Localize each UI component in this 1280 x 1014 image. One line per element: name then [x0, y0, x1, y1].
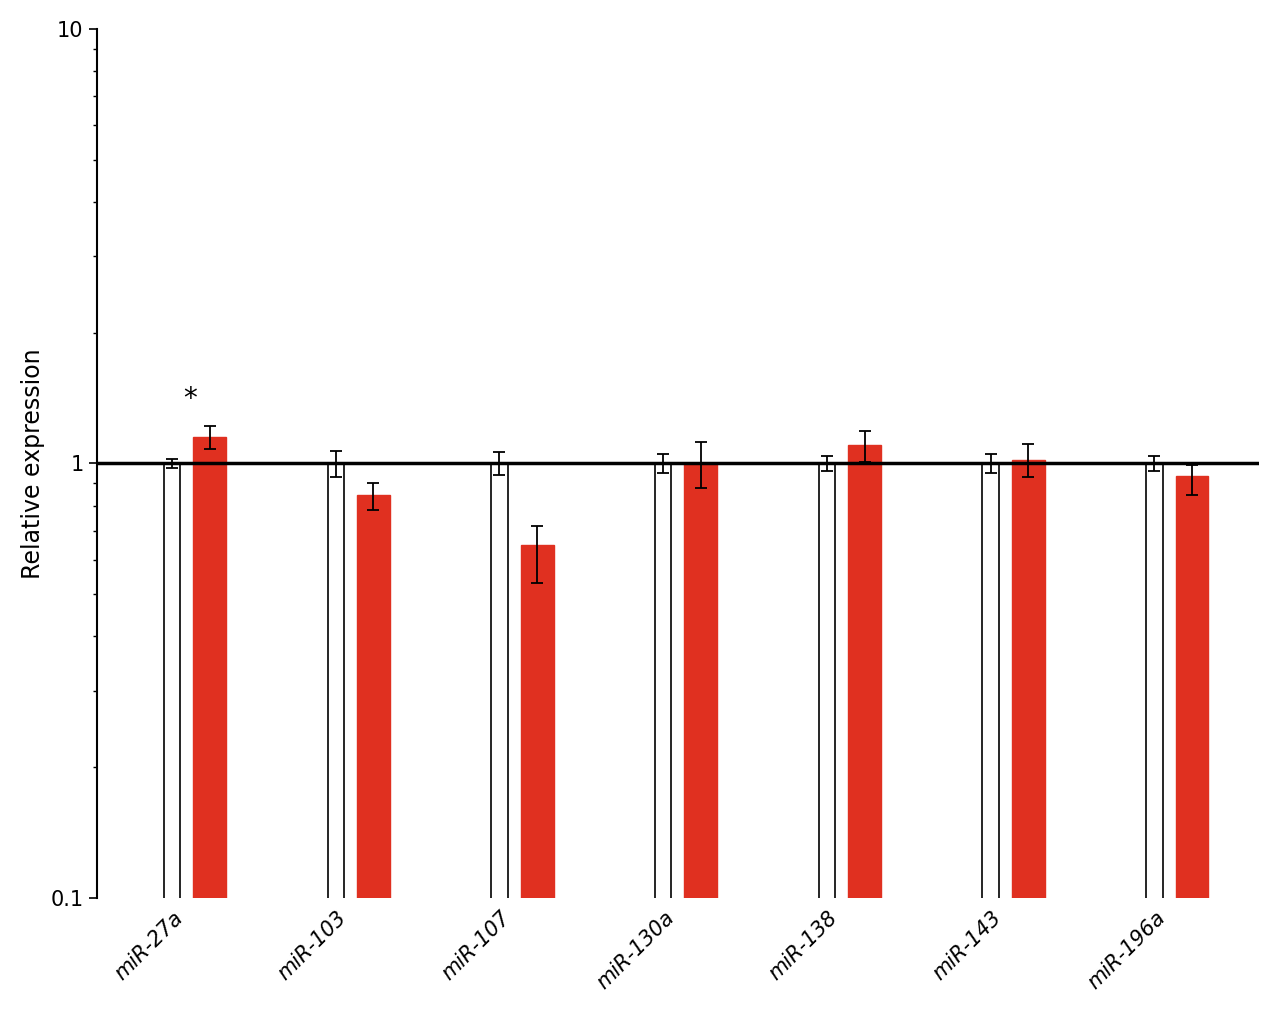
Bar	[357, 495, 390, 1014]
Bar	[164, 463, 180, 1014]
Bar	[685, 463, 717, 1014]
Bar	[193, 437, 227, 1014]
Bar	[655, 463, 672, 1014]
Bar	[328, 463, 344, 1014]
Text: *: *	[183, 385, 197, 413]
Bar	[1012, 459, 1044, 1014]
Bar	[983, 463, 998, 1014]
Bar	[849, 445, 881, 1014]
Bar	[1146, 463, 1162, 1014]
Y-axis label: Relative expression: Relative expression	[20, 348, 45, 579]
Bar	[521, 545, 553, 1014]
Bar	[492, 463, 508, 1014]
Bar	[1175, 477, 1208, 1014]
Bar	[819, 463, 835, 1014]
